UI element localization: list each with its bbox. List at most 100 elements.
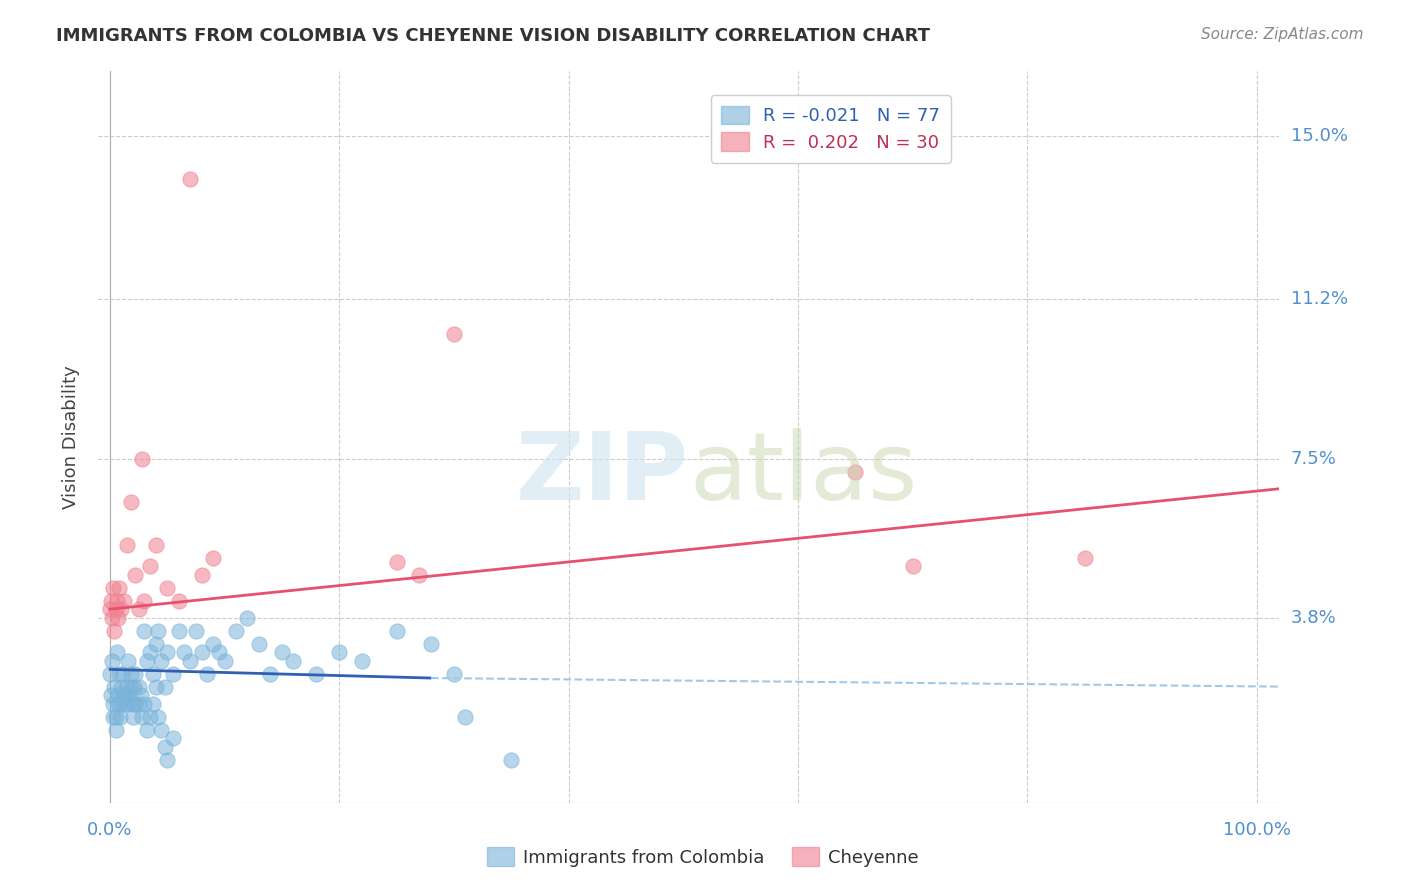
Immigrants from Colombia — [501, 753, 523, 767]
Immigrants from Colombia — [122, 680, 145, 694]
Immigrants from Colombia — [162, 731, 184, 746]
Cheyenne — [104, 602, 127, 616]
Immigrants from Colombia — [153, 680, 176, 694]
Immigrants from Colombia — [328, 645, 350, 659]
Immigrants from Colombia — [283, 654, 305, 668]
Immigrants from Colombia — [420, 637, 443, 651]
Immigrants from Colombia — [305, 666, 328, 681]
Cheyenne — [134, 593, 156, 607]
Immigrants from Colombia — [115, 680, 138, 694]
Cheyenne — [139, 559, 162, 574]
Legend: R = -0.021   N = 77, R =  0.202   N = 30: R = -0.021 N = 77, R = 0.202 N = 30 — [710, 95, 950, 162]
Immigrants from Colombia — [103, 697, 125, 711]
Immigrants from Colombia — [124, 666, 146, 681]
Immigrants from Colombia — [190, 645, 212, 659]
Immigrants from Colombia — [162, 666, 184, 681]
Immigrants from Colombia — [142, 697, 165, 711]
Immigrants from Colombia — [139, 710, 162, 724]
Cheyenne — [100, 593, 122, 607]
Cheyenne — [112, 593, 135, 607]
Cheyenne — [1073, 550, 1095, 565]
Immigrants from Colombia — [236, 611, 259, 625]
Immigrants from Colombia — [259, 666, 281, 681]
Cheyenne — [145, 538, 167, 552]
Immigrants from Colombia — [134, 624, 156, 638]
Immigrants from Colombia — [179, 654, 201, 668]
Cheyenne — [443, 326, 465, 341]
Immigrants from Colombia — [146, 624, 169, 638]
Cheyenne — [124, 567, 146, 582]
Cheyenne — [128, 602, 150, 616]
Immigrants from Colombia — [134, 697, 156, 711]
Cheyenne — [156, 581, 179, 595]
Cheyenne — [103, 581, 125, 595]
Immigrants from Colombia — [129, 688, 152, 702]
Cheyenne — [103, 624, 125, 638]
Cheyenne — [120, 494, 142, 508]
Cheyenne — [179, 172, 201, 186]
Immigrants from Colombia — [108, 697, 131, 711]
Immigrants from Colombia — [100, 688, 122, 702]
Immigrants from Colombia — [195, 666, 218, 681]
Immigrants from Colombia — [184, 624, 207, 638]
Immigrants from Colombia — [247, 637, 270, 651]
Immigrants from Colombia — [120, 680, 142, 694]
Immigrants from Colombia — [139, 645, 162, 659]
Immigrants from Colombia — [443, 666, 465, 681]
Immigrants from Colombia — [115, 697, 138, 711]
Cheyenne — [107, 611, 129, 625]
Cheyenne — [105, 593, 128, 607]
Immigrants from Colombia — [120, 666, 142, 681]
Immigrants from Colombia — [108, 666, 131, 681]
Immigrants from Colombia — [118, 688, 141, 702]
Cheyenne — [901, 559, 924, 574]
Immigrants from Colombia — [110, 680, 132, 694]
Cheyenne — [101, 611, 124, 625]
Cheyenne — [844, 465, 866, 479]
Immigrants from Colombia — [121, 710, 143, 724]
Immigrants from Colombia — [167, 624, 190, 638]
Immigrants from Colombia — [104, 723, 127, 737]
Immigrants from Colombia — [98, 666, 121, 681]
Immigrants from Colombia — [385, 624, 408, 638]
Text: 0.0%: 0.0% — [87, 821, 132, 839]
Text: 11.2%: 11.2% — [1291, 291, 1348, 309]
Immigrants from Colombia — [352, 654, 374, 668]
Text: 15.0%: 15.0% — [1291, 127, 1347, 145]
Legend: Immigrants from Colombia, Cheyenne: Immigrants from Colombia, Cheyenne — [479, 840, 927, 874]
Immigrants from Colombia — [145, 680, 167, 694]
Immigrants from Colombia — [150, 654, 173, 668]
Immigrants from Colombia — [454, 710, 477, 724]
Cheyenne — [190, 567, 212, 582]
Text: IMMIGRANTS FROM COLOMBIA VS CHEYENNE VISION DISABILITY CORRELATION CHART: IMMIGRANTS FROM COLOMBIA VS CHEYENNE VIS… — [56, 27, 931, 45]
Immigrants from Colombia — [142, 666, 165, 681]
Cheyenne — [98, 602, 121, 616]
Immigrants from Colombia — [104, 710, 127, 724]
Immigrants from Colombia — [128, 680, 150, 694]
Immigrants from Colombia — [156, 645, 179, 659]
Immigrants from Colombia — [117, 654, 139, 668]
Text: atlas: atlas — [689, 427, 917, 520]
Immigrants from Colombia — [225, 624, 247, 638]
Immigrants from Colombia — [112, 697, 135, 711]
Text: Source: ZipAtlas.com: Source: ZipAtlas.com — [1201, 27, 1364, 42]
Immigrants from Colombia — [128, 697, 150, 711]
Immigrants from Colombia — [208, 645, 231, 659]
Immigrants from Colombia — [150, 723, 173, 737]
Immigrants from Colombia — [108, 710, 131, 724]
Cheyenne — [385, 555, 408, 569]
Immigrants from Colombia — [214, 654, 236, 668]
Immigrants from Colombia — [103, 680, 125, 694]
Immigrants from Colombia — [146, 710, 169, 724]
Text: 100.0%: 100.0% — [1223, 821, 1291, 839]
Immigrants from Colombia — [131, 710, 153, 724]
Immigrants from Colombia — [121, 697, 143, 711]
Cheyenne — [408, 567, 430, 582]
Immigrants from Colombia — [153, 739, 176, 754]
Immigrants from Colombia — [124, 697, 146, 711]
Immigrants from Colombia — [103, 710, 125, 724]
Immigrants from Colombia — [101, 654, 124, 668]
Cheyenne — [167, 593, 190, 607]
Immigrants from Colombia — [173, 645, 195, 659]
Immigrants from Colombia — [107, 688, 129, 702]
